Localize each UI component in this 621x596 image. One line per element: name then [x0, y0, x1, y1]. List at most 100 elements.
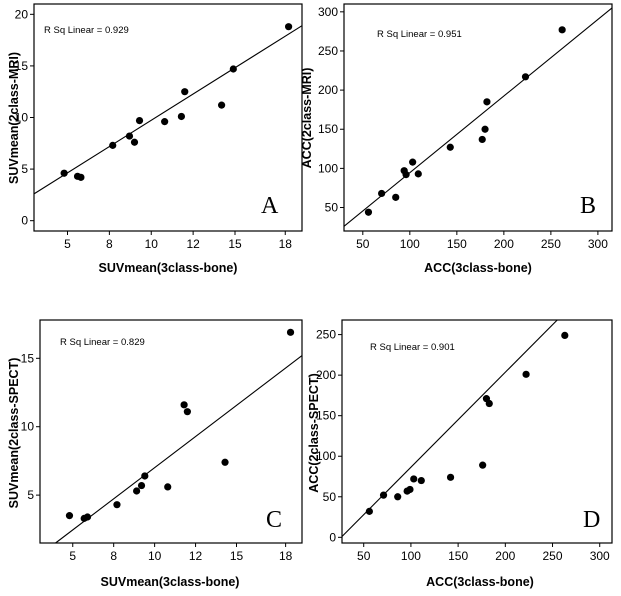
y-tick-label: 150 [316, 409, 336, 423]
data-point [221, 458, 229, 466]
y-tick-label: 200 [318, 83, 338, 97]
y-tick-label: 15 [15, 59, 29, 73]
x-tick-label: 5 [64, 237, 71, 251]
data-point [378, 189, 386, 198]
data-point [446, 143, 454, 151]
plot-frame-a [33, 3, 303, 232]
plot-frame-d [341, 319, 613, 544]
marks-d [341, 319, 569, 537]
panel-label-a: A [261, 193, 279, 219]
panel-label-d: D [583, 507, 600, 533]
data-point [137, 481, 146, 490]
x-tick-label: 12 [186, 237, 200, 251]
data-point [364, 208, 373, 216]
x-tick-label: 150 [447, 237, 467, 251]
y-tick-label: 0 [21, 214, 28, 228]
x-tick-label: 200 [495, 549, 515, 563]
data-point [133, 487, 141, 495]
data-point [478, 135, 486, 144]
data-point [141, 472, 149, 480]
x-tick-label: 300 [590, 549, 610, 563]
y-tick-label: 300 [318, 5, 338, 19]
y-tick-label: 5 [21, 162, 28, 176]
y-axis-title-d: ACC(2class-SPECT) [307, 373, 321, 492]
data-point [183, 408, 191, 416]
x-tick-label: 15 [230, 549, 244, 563]
x-tick-label: 18 [279, 237, 293, 251]
y-axis-title-c: SUVmean(2class-SPECT) [7, 358, 21, 509]
x-tick-label: 300 [588, 237, 608, 251]
fit-line [341, 319, 558, 537]
panel-label-b: B [580, 193, 596, 219]
x-tick-label: 200 [494, 237, 514, 251]
r-squared-annotation-b: R Sq Linear = 0.951 [377, 29, 462, 40]
data-point [558, 26, 566, 34]
x-tick-label: 5 [69, 549, 76, 563]
x-tick-label: 50 [357, 549, 371, 563]
panel-c: R Sq Linear = 0.829 C SUVmean(3class-bon… [7, 319, 303, 589]
data-point [180, 401, 188, 409]
y-tick-label: 250 [318, 44, 338, 58]
data-point [286, 328, 295, 336]
x-tick-label: 250 [543, 549, 563, 563]
data-point [164, 483, 172, 491]
y-tick-label: 10 [21, 420, 35, 434]
data-point [113, 501, 121, 509]
y-tick-label: 0 [329, 530, 336, 544]
data-point [479, 461, 487, 469]
data-point [218, 101, 226, 109]
data-point [417, 476, 425, 485]
x-axis-title-d: ACC(3class-bone) [426, 575, 534, 589]
fit-line [343, 7, 613, 227]
y-tick-label: 250 [316, 328, 336, 342]
data-point [135, 116, 144, 125]
fit-line [55, 355, 303, 544]
x-axis-title-b: ACC(3class-bone) [424, 261, 532, 275]
data-point [285, 23, 293, 31]
data-point [181, 88, 189, 96]
data-point [409, 158, 417, 166]
y-tick-label: 100 [316, 449, 336, 463]
data-point [521, 73, 530, 81]
y-ticks-a: 0 5 10 15 20 [15, 7, 34, 228]
r-squared-annotation-c: R Sq Linear = 0.829 [60, 337, 145, 348]
data-point [130, 138, 139, 146]
y-axis-title-a: SUVmean(2class-MRI) [7, 52, 21, 184]
x-tick-label: 8 [106, 237, 113, 251]
x-ticks-c: 5 8 10 12 15 18 [69, 543, 293, 563]
y-ticks-d: 0 50 100 150 200 250 [316, 328, 342, 544]
x-ticks-b: 50 100 150 200 250 300 [356, 231, 608, 251]
data-point [410, 475, 418, 483]
data-point [83, 513, 92, 521]
x-tick-label: 100 [401, 549, 421, 563]
data-point [379, 491, 388, 499]
y-tick-label: 15 [21, 351, 35, 365]
x-tick-label: 150 [448, 549, 468, 563]
r-squared-annotation-d: R Sq Linear = 0.901 [370, 342, 455, 353]
panel-d: R Sq Linear = 0.901 D ACC(3class-bone) A… [307, 319, 613, 589]
data-point [229, 65, 237, 73]
data-point [402, 171, 410, 179]
marks-a [33, 23, 303, 195]
data-point [485, 399, 493, 408]
data-point [522, 370, 530, 378]
data-point [414, 170, 422, 178]
x-tick-label: 10 [148, 549, 162, 563]
x-tick-label: 50 [356, 237, 370, 251]
r-squared-annotation-a: R Sq Linear = 0.929 [44, 25, 129, 36]
y-ticks-c: 5 10 15 [21, 351, 40, 502]
marks-c [55, 328, 303, 544]
x-tick-label: 250 [541, 237, 561, 251]
x-axis-title-c: SUVmean(3class-bone) [101, 575, 240, 589]
y-tick-label: 5 [27, 488, 34, 502]
y-tick-label: 150 [318, 122, 338, 136]
y-tick-label: 100 [318, 161, 338, 175]
data-point [483, 98, 491, 106]
plot-frame-c [39, 319, 303, 544]
data-point [125, 132, 134, 140]
y-tick-label: 10 [15, 111, 29, 125]
data-point [161, 118, 169, 126]
y-tick-label: 50 [323, 490, 337, 504]
x-tick-label: 100 [400, 237, 420, 251]
